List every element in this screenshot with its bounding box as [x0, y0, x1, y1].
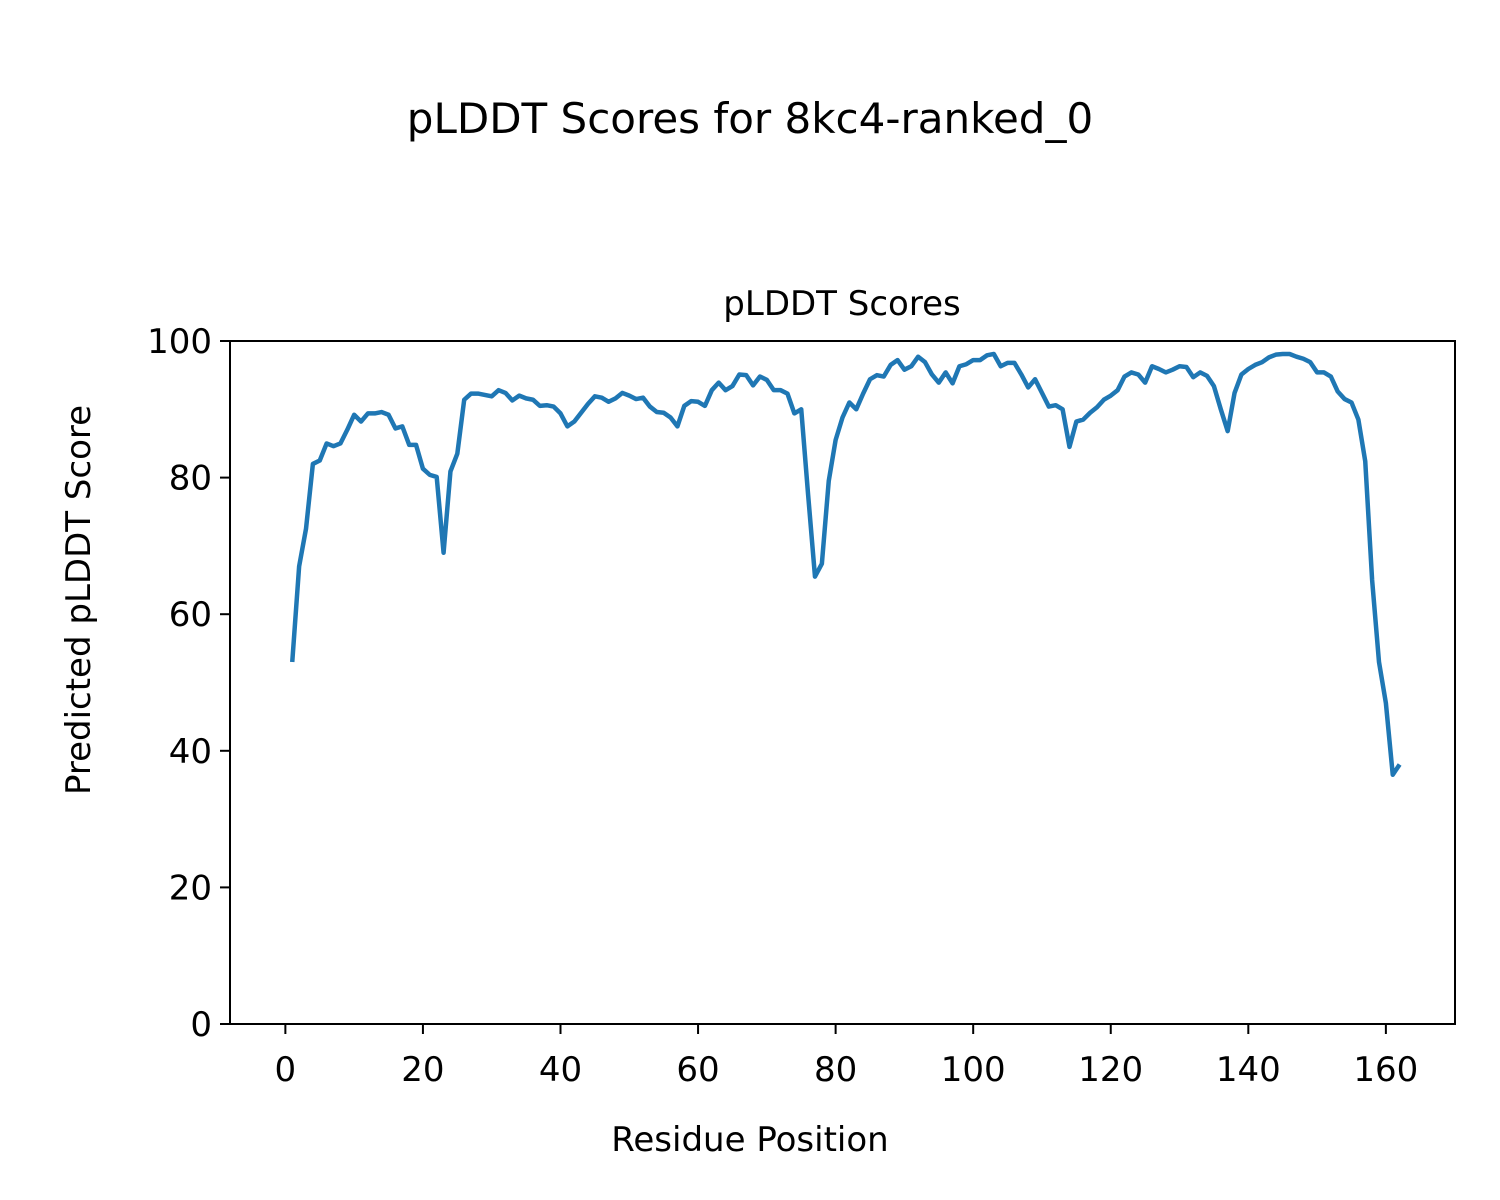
- axes-title: pLDDT Scores: [723, 284, 960, 324]
- y-tick-label: 100: [147, 322, 212, 362]
- y-tick-label: 20: [169, 868, 212, 908]
- y-axis-label: Predicted pLDDT Score: [59, 405, 99, 795]
- y-tick-label: 60: [169, 595, 212, 635]
- x-tick-label: 160: [1353, 1050, 1418, 1090]
- series-line-0: [290, 351, 1402, 777]
- plot-area: 0 20 40 60 80 100 120 140 160 0 20 40 60 80 100: [147, 322, 1456, 1090]
- x-tick-label: 20: [401, 1050, 444, 1090]
- x-axis-label: Residue Position: [611, 1120, 888, 1160]
- x-tick-label: 60: [676, 1050, 719, 1090]
- y-tick-label: 80: [169, 459, 212, 499]
- x-tick-label: 100: [941, 1050, 1006, 1090]
- y-tick-label: 0: [190, 1005, 212, 1045]
- x-tick-label: 40: [539, 1050, 582, 1090]
- axes-frame: [229, 340, 1456, 1025]
- figure-suptitle: pLDDT Scores for 8kc4-ranked_0: [407, 94, 1093, 143]
- x-tick-label: 0: [275, 1050, 297, 1090]
- x-tick-label: 80: [814, 1050, 857, 1090]
- x-tick-label: 120: [1078, 1050, 1143, 1090]
- y-tick-label: 40: [169, 732, 212, 772]
- x-tick-label: 140: [1216, 1050, 1281, 1090]
